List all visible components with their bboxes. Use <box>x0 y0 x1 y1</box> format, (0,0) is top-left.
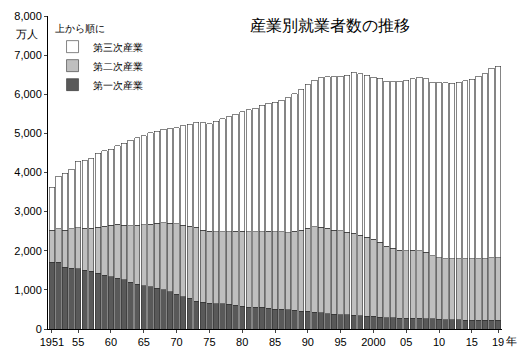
svg-text:1,000: 1,000 <box>14 284 42 296</box>
svg-text:0: 0 <box>36 323 42 335</box>
svg-text:2,000: 2,000 <box>14 245 42 257</box>
svg-text:10: 10 <box>433 336 445 348</box>
svg-text:19: 19 <box>492 336 504 348</box>
svg-text:90: 90 <box>302 336 314 348</box>
svg-text:75: 75 <box>203 336 215 348</box>
svg-text:5,000: 5,000 <box>14 127 42 139</box>
svg-text:60: 60 <box>105 336 117 348</box>
svg-text:4,000: 4,000 <box>14 166 42 178</box>
svg-text:80: 80 <box>236 336 248 348</box>
svg-text:85: 85 <box>269 336 281 348</box>
svg-text:8,000: 8,000 <box>14 10 42 22</box>
svg-text:3,000: 3,000 <box>14 205 42 217</box>
svg-text:年: 年 <box>506 335 517 347</box>
svg-text:第一次産業: 第一次産業 <box>93 80 143 91</box>
svg-text:05: 05 <box>400 336 412 348</box>
svg-text:70: 70 <box>170 336 182 348</box>
svg-text:6,000: 6,000 <box>14 88 42 100</box>
svg-text:万人: 万人 <box>16 28 38 40</box>
svg-text:2000: 2000 <box>361 336 385 348</box>
svg-text:上から順に: 上から順に <box>55 23 105 34</box>
svg-text:第二次産業: 第二次産業 <box>93 61 143 72</box>
svg-text:7,000: 7,000 <box>14 49 42 61</box>
svg-text:15: 15 <box>466 336 478 348</box>
svg-text:55: 55 <box>72 336 84 348</box>
svg-text:95: 95 <box>334 336 346 348</box>
svg-text:第三次産業: 第三次産業 <box>93 42 143 53</box>
svg-text:65: 65 <box>138 336 150 348</box>
svg-text:1951: 1951 <box>40 336 64 348</box>
svg-text:産業別就業者数の推移: 産業別就業者数の推移 <box>250 17 410 34</box>
